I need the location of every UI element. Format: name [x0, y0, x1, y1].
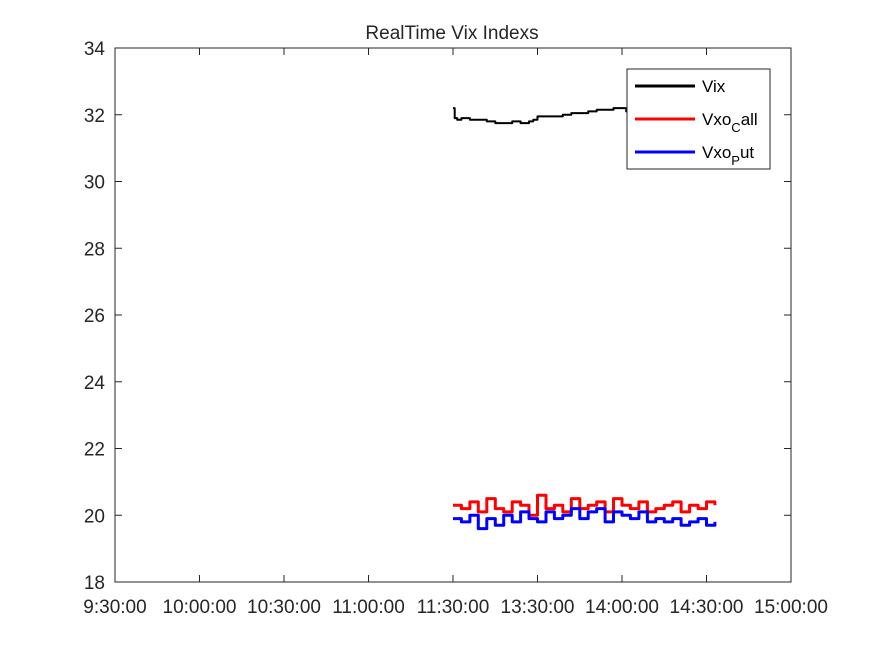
x-tick-label: 15:00:00: [754, 597, 828, 618]
y-tick-label: 24: [84, 373, 106, 394]
x-axis: 9:30:00 10:00:00 10:30:00 11:00:00 11:30:00 1…: [83, 48, 828, 618]
legend: Vix VxoCall VxoPut: [626, 68, 771, 170]
legend-label: VxoPut: [702, 143, 754, 168]
x-tick-label: 11:00:00: [332, 597, 405, 618]
y-tick-label: 22: [84, 440, 105, 461]
x-tick-label: 9:30:00: [83, 597, 146, 618]
legend-label: VxoCall: [702, 110, 758, 135]
x-tick-label: 14:30:00: [670, 597, 744, 618]
y-tick-label: 20: [84, 506, 105, 527]
y-tick-label: 30: [84, 173, 105, 194]
x-tick-label: 14:00:00: [585, 597, 659, 618]
y-tick-label: 34: [84, 39, 106, 60]
x-tick-label: 11:30:00: [417, 597, 490, 618]
legend-label: Vix: [702, 77, 726, 96]
chart-title: RealTime Vix Indexs: [365, 23, 538, 44]
x-tick-label: 10:00:00: [163, 597, 237, 618]
y-axis: 18 20 22 24 26 28 30 32 34: [84, 39, 791, 594]
y-tick-label: 32: [84, 106, 105, 127]
x-tick-label: 10:30:00: [247, 597, 321, 618]
series-line-vxo-call: [453, 493, 717, 517]
series-line-vxo-put: [453, 507, 717, 531]
x-tick-label: 13:30:00: [501, 597, 575, 618]
y-tick-label: 18: [84, 573, 105, 594]
y-tick-label: 28: [84, 239, 105, 260]
y-tick-label: 26: [84, 306, 105, 327]
